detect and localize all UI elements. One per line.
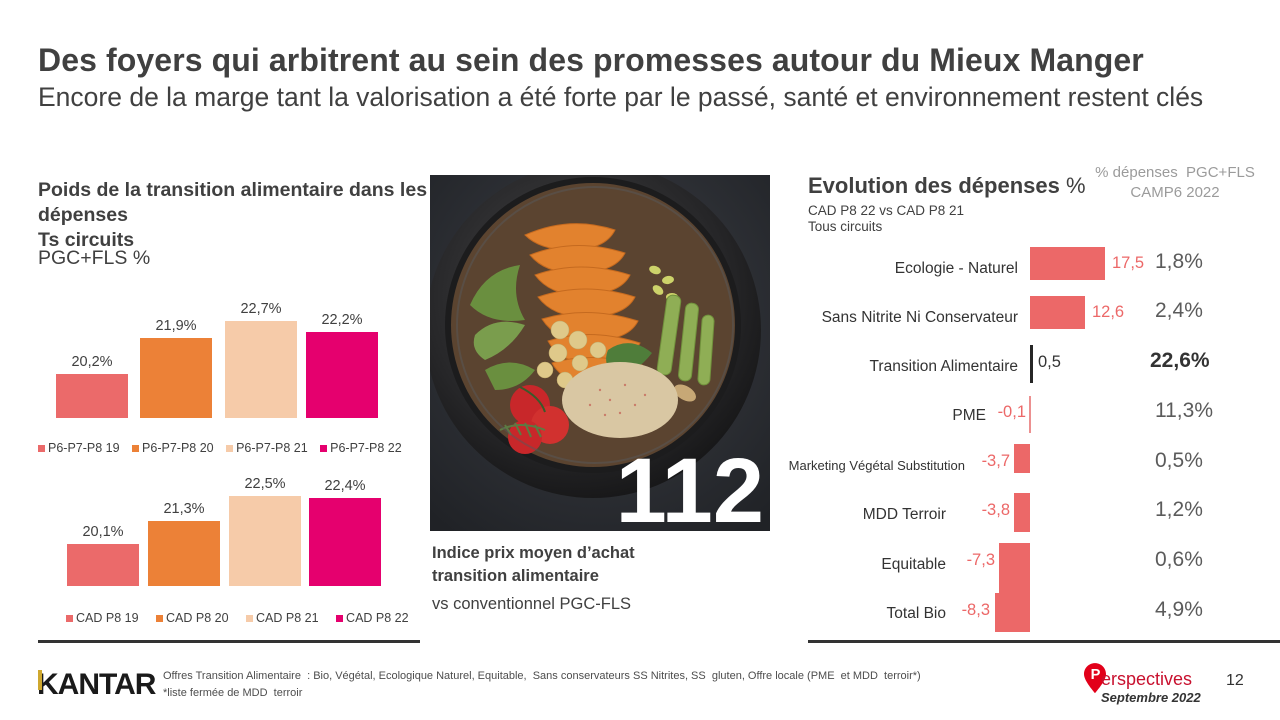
svg-text:P: P bbox=[1091, 667, 1101, 683]
